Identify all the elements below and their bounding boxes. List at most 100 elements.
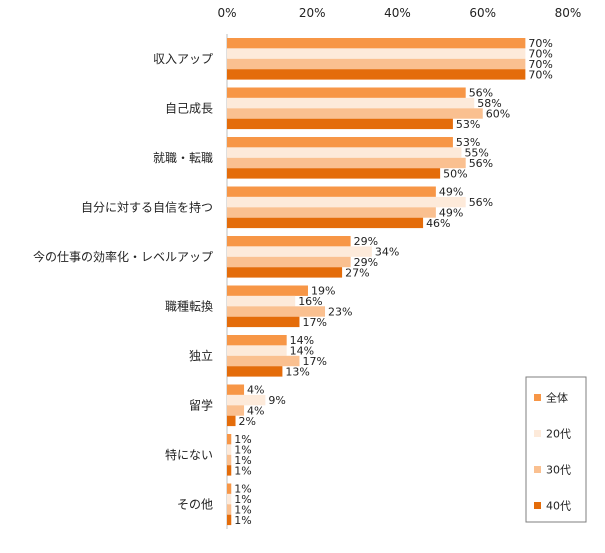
legend: 全体 20代 30代 40代 xyxy=(525,376,587,523)
data-label: 23% xyxy=(328,306,352,319)
category-label: 収入アップ xyxy=(153,52,213,66)
bar xyxy=(227,335,287,346)
data-label: 29% xyxy=(354,256,378,269)
x-tick-label: 80% xyxy=(555,6,582,20)
data-label: 70% xyxy=(528,48,552,61)
bar xyxy=(227,306,326,317)
bar xyxy=(227,48,526,59)
x-tick-label: 40% xyxy=(384,6,411,20)
data-label: 70% xyxy=(528,68,552,81)
legend-swatch xyxy=(534,394,541,401)
bar xyxy=(227,345,287,356)
bar xyxy=(227,394,266,406)
bar xyxy=(227,236,351,247)
legend-label: 40代 xyxy=(546,500,571,513)
data-label: 2% xyxy=(239,415,256,428)
bars xyxy=(227,38,526,526)
bar xyxy=(227,217,424,229)
bar xyxy=(227,285,308,296)
bar xyxy=(227,434,232,445)
category-labels: 収入アップ自己成長就職・転職自分に対する自信を持つ今の仕事の効率化・レベルアップ… xyxy=(33,52,213,511)
bar xyxy=(227,58,526,70)
data-label: 27% xyxy=(345,266,369,279)
data-label: 14% xyxy=(290,334,314,347)
bar xyxy=(227,384,245,395)
legend-label: 30代 xyxy=(546,464,571,477)
bar xyxy=(227,465,232,476)
data-label: 58% xyxy=(477,97,501,110)
bar xyxy=(227,246,372,257)
category-label: 留学 xyxy=(189,397,213,412)
bar xyxy=(227,87,466,98)
bar xyxy=(227,493,232,505)
data-label: 1% xyxy=(234,493,251,506)
data-label: 70% xyxy=(528,58,552,71)
data-label: 1% xyxy=(234,454,251,467)
data-label: 1% xyxy=(234,444,251,457)
legend-label: 20代 xyxy=(546,428,571,441)
bar xyxy=(227,186,436,197)
bar xyxy=(227,366,283,377)
bar xyxy=(227,504,232,515)
data-label: 17% xyxy=(302,355,326,368)
category-label: 職種転換 xyxy=(165,299,213,313)
data-label: 1% xyxy=(234,504,251,517)
data-label: 1% xyxy=(234,514,251,527)
category-label: その他 xyxy=(177,497,213,511)
data-label: 29% xyxy=(354,235,378,248)
bar xyxy=(227,137,453,148)
bar xyxy=(227,444,232,455)
x-tick-label: 0% xyxy=(217,6,236,20)
bar xyxy=(227,207,436,218)
data-label: 55% xyxy=(464,147,488,160)
category-label: 今の仕事の効率化・レベルアップ xyxy=(33,249,213,264)
data-label: 9% xyxy=(268,394,285,407)
data-label: 49% xyxy=(439,207,463,220)
category-label: 独立 xyxy=(189,348,213,363)
x-tick-label: 60% xyxy=(469,6,496,20)
data-label: 53% xyxy=(456,118,480,131)
bar xyxy=(227,147,462,158)
data-label: 53% xyxy=(456,136,480,149)
data-label: 56% xyxy=(469,157,493,170)
category-label: 自分に対する自信を持つ xyxy=(81,199,213,214)
bar xyxy=(227,69,526,80)
legend-swatch xyxy=(534,466,541,473)
bar xyxy=(227,97,475,109)
category-label: 特にない xyxy=(165,447,213,462)
bar xyxy=(227,168,441,179)
x-tick-label: 20% xyxy=(299,6,326,20)
category-label: 自己成長 xyxy=(165,101,213,115)
data-label: 56% xyxy=(469,196,493,209)
data-label: 70% xyxy=(528,37,552,50)
bar xyxy=(227,355,300,367)
data-label: 46% xyxy=(426,217,450,230)
data-label: 49% xyxy=(439,186,463,199)
bar xyxy=(227,316,300,328)
legend-swatch xyxy=(534,430,541,437)
data-label: 1% xyxy=(234,483,251,496)
data-label: 50% xyxy=(443,167,467,180)
data-label: 56% xyxy=(469,87,493,100)
bar xyxy=(227,157,466,169)
bar xyxy=(227,118,453,130)
legend-swatch xyxy=(534,502,541,509)
data-label: 4% xyxy=(247,384,264,397)
bar xyxy=(227,405,245,416)
data-label: 1% xyxy=(234,433,251,446)
data-labels: 70%70%70%70%56%58%60%53%53%55%56%50%49%5… xyxy=(234,37,553,527)
bar xyxy=(227,295,296,307)
bar xyxy=(227,415,236,427)
data-label: 60% xyxy=(486,108,510,121)
legend-box xyxy=(525,376,587,523)
data-label: 16% xyxy=(298,295,322,308)
data-label: 14% xyxy=(290,345,314,358)
bar xyxy=(227,196,466,208)
bar xyxy=(227,38,526,49)
bar xyxy=(227,514,232,526)
bar xyxy=(227,267,343,278)
data-label: 1% xyxy=(234,464,251,477)
data-label: 13% xyxy=(285,365,309,378)
legend-label: 全体 xyxy=(546,391,568,405)
